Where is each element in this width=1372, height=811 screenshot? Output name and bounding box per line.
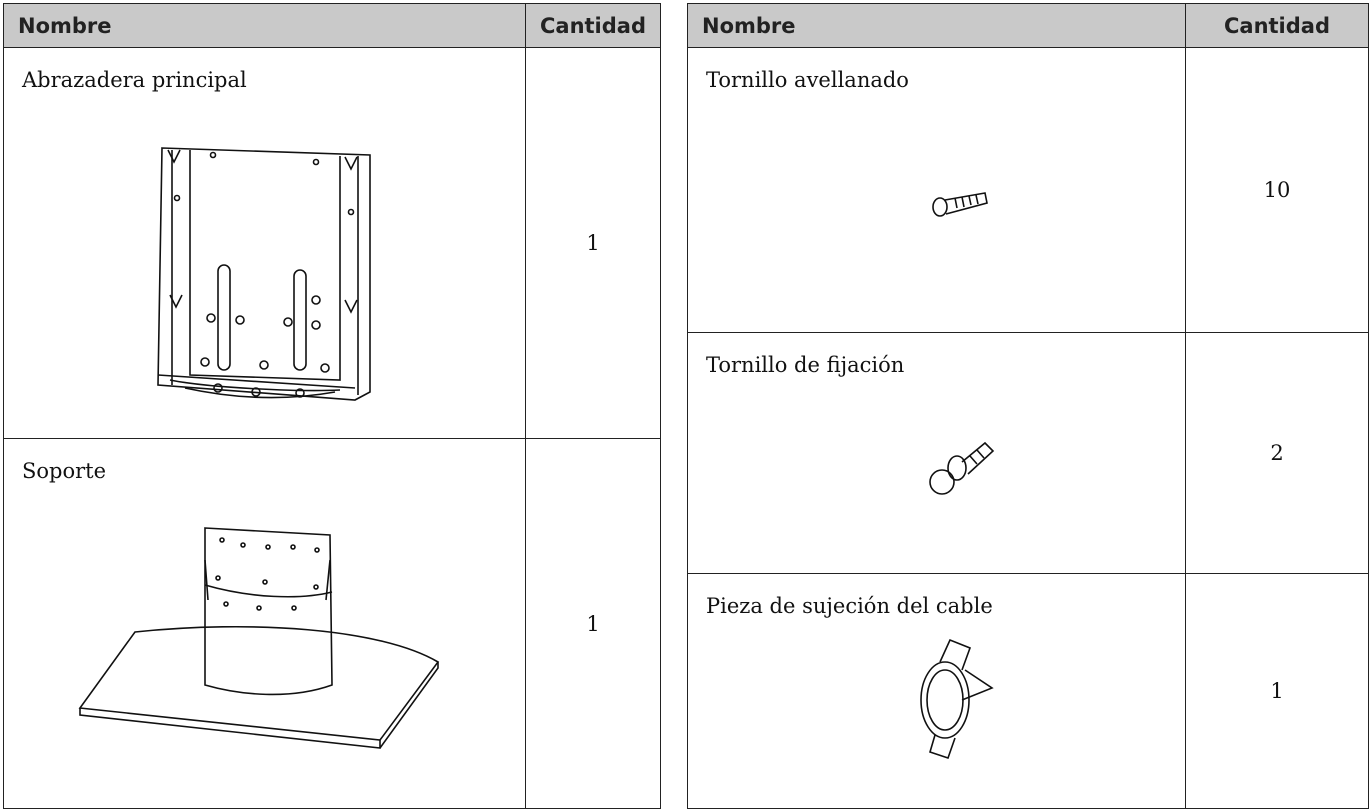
- item-quantity: 1: [525, 438, 661, 809]
- item-name: Pieza de sujeción del cable: [687, 573, 1186, 809]
- item-name: Tornillo de fijación: [687, 332, 1186, 574]
- item-quantity: 1: [1185, 573, 1369, 809]
- header-cell: Nombre: [3, 3, 526, 48]
- header-cell: Cantidad: [525, 3, 661, 48]
- item-name: Soporte: [3, 438, 526, 809]
- header-cell: Nombre: [687, 3, 1186, 48]
- item-name: Tornillo avellanado: [687, 47, 1186, 333]
- item-quantity: 1: [525, 47, 661, 439]
- header-cell: Cantidad: [1185, 3, 1369, 48]
- item-name: Abrazadera principal: [3, 47, 526, 439]
- item-quantity: 2: [1185, 332, 1369, 574]
- item-quantity: 10: [1185, 47, 1369, 333]
